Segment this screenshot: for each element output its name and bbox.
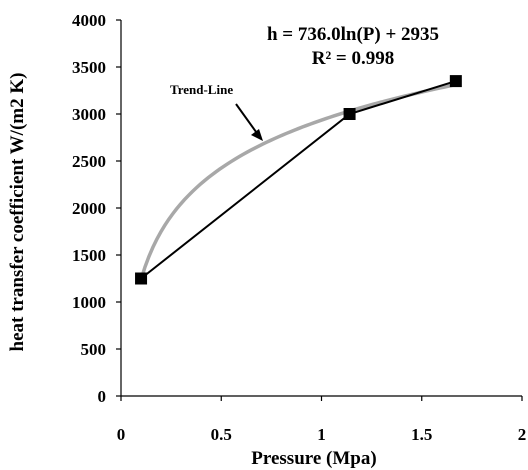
y-tick-label: 3500 <box>72 58 106 77</box>
y-axis-title: heat transfer coefficient W/(m2 K) <box>7 73 28 352</box>
x-tick-label: 0.5 <box>211 425 232 444</box>
x-tick-label: 2 <box>518 425 527 444</box>
y-tick-label: 4000 <box>72 11 106 30</box>
x-tick-label: 1.5 <box>411 425 432 444</box>
x-tick-label: 0 <box>117 425 126 444</box>
x-tick-label: 1 <box>317 425 326 444</box>
trendline-label: Trend-Line <box>170 82 233 97</box>
data-point <box>343 108 356 120</box>
y-tick-label: 1500 <box>72 246 106 265</box>
series-line <box>140 80 457 280</box>
y-tick-label: 1000 <box>72 293 106 312</box>
trendline-r-squared: R² = 0.998 <box>312 48 395 69</box>
trendline-arrow <box>235 103 263 141</box>
y-tick-labels: 0 500 1000 1500 2000 2500 3000 3500 4000 <box>72 11 106 406</box>
x-axis-title: Pressure (Mpa) <box>251 448 376 469</box>
plot-area: 0 500 1000 1500 2000 2500 3000 3500 4000 0 0.5 1 1.… <box>72 11 526 444</box>
data-markers <box>135 75 462 285</box>
tick-marks <box>116 19 523 401</box>
y-tick-label: 0 <box>98 387 107 406</box>
y-tick-label: 3000 <box>72 105 106 124</box>
y-tick-label: 500 <box>81 340 107 359</box>
y-tick-label: 2000 <box>72 199 106 218</box>
trendline <box>139 82 458 282</box>
data-point <box>449 75 462 88</box>
x-tick-labels: 0 0.5 1 1.5 2 <box>117 425 527 444</box>
data-point <box>135 272 148 285</box>
y-tick-label: 2500 <box>72 152 106 171</box>
trendline-equation: h = 736.0ln(P) + 2935 <box>267 24 439 45</box>
